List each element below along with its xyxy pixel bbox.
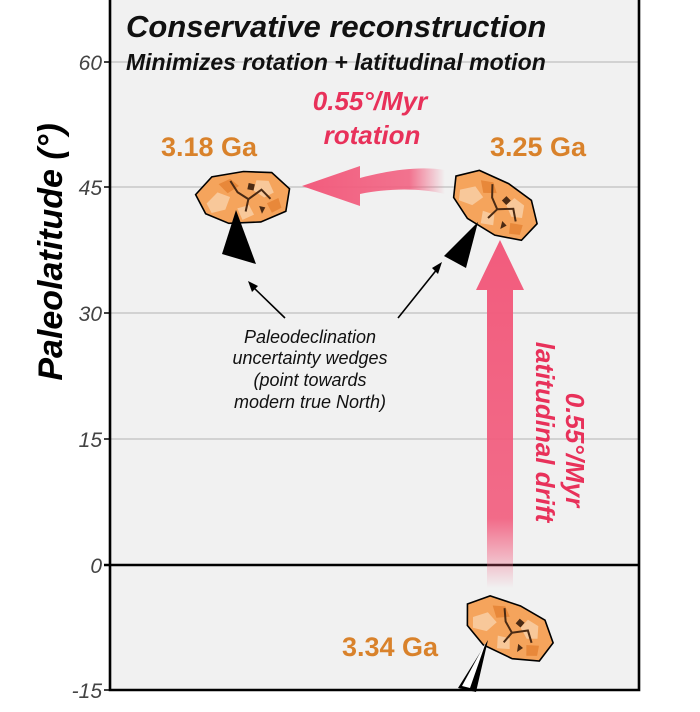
drift-rate: 0.55°/Myr — [560, 393, 590, 509]
annotation-line-3: (point towards — [253, 370, 366, 390]
wedge-334-highlight — [462, 642, 486, 688]
plot-frame — [108, 0, 641, 692]
annotation-pointer-right — [397, 262, 442, 319]
rotation-rate: 0.55°/Myr — [313, 86, 429, 116]
drift-arrow — [476, 240, 524, 588]
tick-label-neg15: -15 — [72, 680, 103, 703]
craton-318-age: 3.18 Ga — [161, 132, 258, 162]
plot-panel — [110, 0, 639, 690]
tick-label-15: 15 — [79, 429, 103, 452]
craton-334-age: 3.34 Ga — [342, 632, 439, 662]
drift-label: latitudinal drift — [530, 342, 560, 524]
chart-subtitle: Minimizes rotation + latitudinal motion — [126, 49, 546, 75]
wedge-318 — [222, 210, 256, 264]
annotation-pointer-left — [248, 281, 286, 319]
wedge-325 — [444, 222, 478, 268]
annotation-line-4: modern true North) — [234, 392, 386, 412]
tick-label-0: 0 — [90, 555, 102, 578]
tick-label-30: 30 — [79, 303, 103, 326]
tick-label-60: 60 — [79, 52, 103, 75]
y-axis-label: Paleolatitude (°) — [32, 123, 70, 380]
tick-label-45: 45 — [79, 177, 103, 200]
rotation-arrow — [302, 166, 445, 206]
rotation-label: rotation — [324, 120, 421, 150]
craton-325-age: 3.25 Ga — [490, 132, 587, 162]
chart-title: Conservative reconstruction — [126, 9, 546, 44]
annotation-line-1: Paleodeclination — [244, 327, 376, 347]
annotation-line-2: uncertainty wedges — [232, 348, 387, 368]
